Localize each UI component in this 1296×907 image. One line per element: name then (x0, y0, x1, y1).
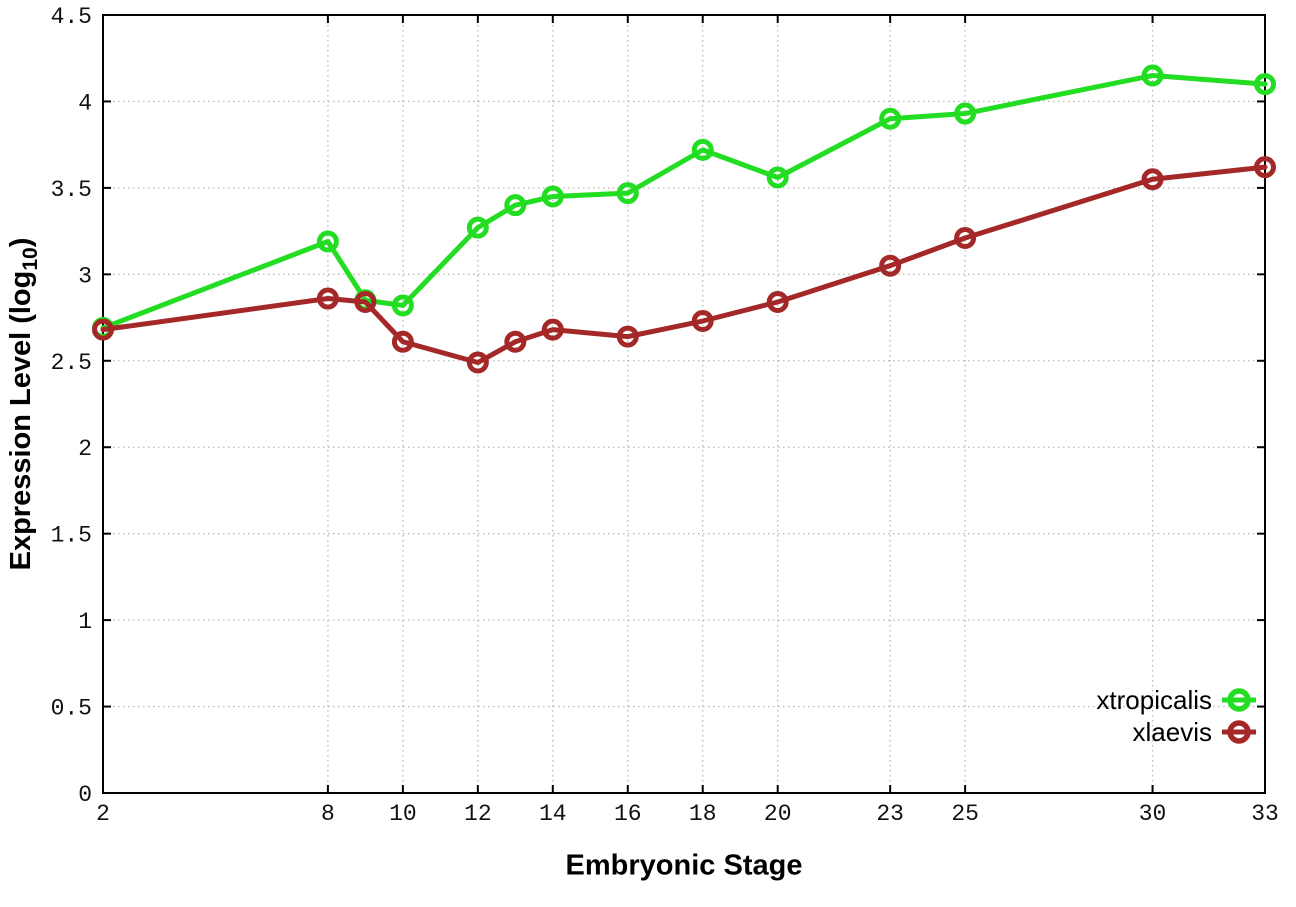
plot-border (102, 14, 1266, 794)
y-tick-label: 2.5 (51, 350, 92, 376)
y-axis-title-main: Expression Level (log (5, 270, 37, 571)
data-point-xlaevis (766, 290, 789, 313)
y-tick-label: 0.5 (51, 696, 92, 722)
y-tick-label: 3 (78, 263, 92, 289)
x-tick-label: 18 (689, 801, 717, 827)
x-tick-label: 2 (96, 801, 110, 827)
x-axis-title: Embryonic Stage (566, 850, 803, 883)
data-point-xlaevis (1254, 156, 1276, 179)
data-point-xtropicalis (1254, 73, 1276, 96)
data-point-xtropicalis (1141, 64, 1164, 87)
x-tick-label: 10 (389, 801, 417, 827)
series-line-xtropicalis (100, 73, 1268, 331)
data-point-xlaevis (879, 254, 902, 277)
data-point-xlaevis (92, 318, 114, 341)
y-tick-label: 0 (78, 782, 92, 808)
series-line-xlaevis (100, 164, 1268, 366)
legend-label-xlaevis: xlaevis (1133, 717, 1212, 747)
x-tick-label: 33 (1251, 801, 1279, 827)
x-tick-label: 16 (614, 801, 642, 827)
data-point-xlaevis (391, 330, 414, 353)
y-axis-title-end: ) (5, 237, 37, 248)
x-tick-label: 12 (464, 801, 492, 827)
x-tick-label: 23 (876, 801, 904, 827)
x-tick-label: 20 (764, 801, 792, 827)
y-tick-label: 4 (78, 90, 92, 116)
y-tick-label: 1.5 (51, 523, 92, 549)
y-tick-label: 2 (78, 436, 92, 462)
data-point-xlaevis (541, 318, 564, 341)
y-axis-title-subscript: 10 (19, 247, 42, 271)
x-tick-label: 8 (321, 801, 335, 827)
data-point-xlaevis (616, 325, 639, 348)
data-point-xlaevis (354, 290, 377, 313)
x-tick-label: 14 (539, 801, 567, 827)
data-point-xlaevis (466, 351, 489, 374)
legend-marker-xlaevis (1227, 720, 1251, 744)
data-point-xlaevis (504, 330, 527, 353)
y-tick-label: 3.5 (51, 177, 92, 203)
data-point-xtropicalis (879, 107, 902, 130)
data-point-xtropicalis (541, 185, 564, 208)
legend-marker-xtropicalis (1227, 688, 1251, 712)
data-point-xlaevis (954, 227, 977, 250)
data-point-xlaevis (691, 310, 714, 333)
data-point-xtropicalis (391, 294, 414, 317)
data-point-xtropicalis (691, 138, 714, 161)
legend-label-xtropicalis: xtropicalis (1096, 685, 1212, 715)
y-tick-label: 4.5 (51, 4, 92, 30)
data-point-xtropicalis (616, 182, 639, 205)
data-point-xtropicalis (954, 102, 977, 125)
x-axis-title-text: Embryonic Stage (565, 849, 803, 882)
x-tick-label: 25 (951, 801, 979, 827)
data-point-xtropicalis (316, 230, 339, 253)
data-point-xtropicalis (466, 216, 489, 239)
data-point-xtropicalis (504, 194, 527, 217)
x-tick-label: 30 (1139, 801, 1167, 827)
y-tick-label: 1 (78, 609, 92, 635)
data-point-xlaevis (316, 287, 339, 310)
data-point-xlaevis (1141, 168, 1164, 191)
y-axis-title: Expression Level (log10) (5, 238, 43, 571)
data-point-xtropicalis (766, 166, 789, 189)
